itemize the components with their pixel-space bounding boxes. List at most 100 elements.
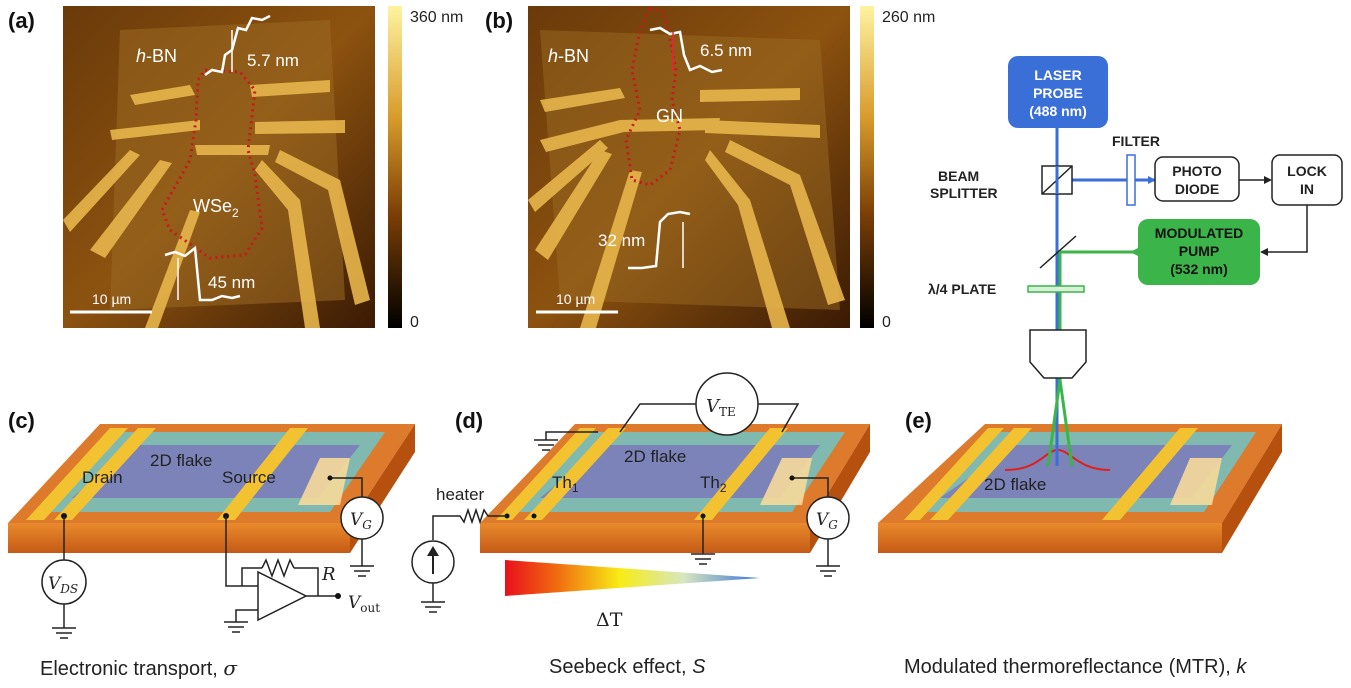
ground-symbol-vg-d <box>816 565 840 577</box>
pump-beam-focus-right-e <box>1058 379 1074 467</box>
contact-pad-c <box>298 458 350 505</box>
contact-dot-th1-d <box>531 513 537 519</box>
vte-label-d: VTE <box>706 396 736 419</box>
flake-label-b: GN <box>656 106 683 126</box>
resistor-c <box>261 557 295 579</box>
caption-c-text: Electronic transport, <box>40 658 224 680</box>
vte-meter-d <box>695 372 759 436</box>
profile-trace-bottom-b <box>628 210 691 270</box>
colorbar-min-b: 0 <box>882 314 891 331</box>
heater-resistor-d <box>432 507 507 540</box>
filter-e <box>1126 154 1136 206</box>
temperature-gradient-d <box>505 560 760 596</box>
hbn-region-b <box>540 30 840 310</box>
colorbar-b <box>860 6 874 328</box>
wire-source-amp-c <box>225 516 258 587</box>
pump-beam-focus-left-e <box>1046 379 1062 467</box>
caption-c: Electronic transport, σ <box>40 656 237 681</box>
diode-to-lockin-arrow-e <box>1264 176 1272 184</box>
filter-label-e: FILTER <box>1112 133 1160 149</box>
wire-th1-ground-d <box>545 431 598 440</box>
dichroic-mirror-e <box>1039 235 1077 269</box>
drain-label-c: Drain <box>82 468 123 487</box>
substrate-front-c <box>8 523 350 553</box>
ground-symbol-vg-c <box>350 565 374 577</box>
th1-label-d: Th1 <box>552 473 579 495</box>
ground-symbol-th1-d <box>534 439 558 451</box>
ground-symbol-th2-d <box>691 553 715 565</box>
electrodes-a <box>63 80 370 328</box>
profile-trace-bottom-a <box>164 245 241 302</box>
flake-c <box>72 445 360 498</box>
electrode-left2-e <box>930 428 1032 520</box>
wire-amp-ground-c <box>235 609 258 622</box>
caption-c-symbol: σ <box>223 656 238 680</box>
flake-label-a: WSe2 <box>193 196 239 220</box>
pump-line3-e: (532 nm) <box>1170 261 1228 277</box>
lockin-to-pump-wire-e <box>1262 205 1308 253</box>
material-label-b: h-BN <box>548 46 589 66</box>
wire-feedback-right-c <box>294 567 319 596</box>
contact-pad-e <box>1170 458 1222 505</box>
caption-d-symbol: S <box>692 656 706 678</box>
caption-d: Seebeck effect, S <box>549 656 705 679</box>
source-label-c: Source <box>222 468 276 487</box>
laser-probe-line2-e: PROBE <box>1033 85 1083 101</box>
caption-e: Modulated thermoreflectance (MTR), k <box>904 656 1246 679</box>
profile-trace-top-a <box>204 14 271 77</box>
colorbar-max-a: 360 nm <box>410 9 463 26</box>
photo-diode-line1-e: PHOTO <box>1172 163 1222 179</box>
delta-t-label-d: ΔT <box>596 609 623 631</box>
op-amp-c <box>257 570 308 622</box>
panel-d-letter: (d) <box>455 408 483 433</box>
laser-probe-line3-e: (488 nm) <box>1029 103 1087 119</box>
wire-vg-c <box>330 477 363 497</box>
current-arrowhead-d <box>427 546 439 556</box>
step-height-bottom-b: 32 nm <box>598 231 645 250</box>
ground-symbol-source-d <box>421 601 445 613</box>
electrode-heater-d <box>496 428 596 520</box>
electrode-th2-d <box>694 428 788 520</box>
vout-terminal-c <box>335 593 341 599</box>
electrode-left1-c <box>26 428 128 520</box>
th2-label-d: Th2 <box>700 473 727 495</box>
flake-label-e: 2D flake <box>984 475 1046 494</box>
flake-outline-a <box>160 68 264 260</box>
panel-b-letter: (b) <box>485 8 513 33</box>
vout-label-c: Vout <box>348 593 380 615</box>
wire-vte-right-d <box>758 403 800 433</box>
colorbar-min-a: 0 <box>410 314 419 331</box>
vds-label-c: VDS <box>48 574 78 596</box>
pump-box-e <box>1138 219 1260 285</box>
panel-a-letter: (a) <box>8 8 35 33</box>
panel-c: (c) 2D flake Drain Source VDS VG <box>8 408 415 639</box>
pump-line1-e: MODULATED <box>1155 225 1243 241</box>
flake-outline-b <box>624 6 682 187</box>
pump-line2-e: PUMP <box>1179 243 1219 259</box>
vg-label-c: VG <box>350 510 372 532</box>
flake-label-c: 2D flake <box>150 451 212 470</box>
substrate-front-e <box>878 523 1222 553</box>
scale-label-b: 10 µm <box>556 291 595 307</box>
plate-label-e: λ/4 PLATE <box>928 281 996 297</box>
panel-d: (d) 2D flake Th1 Th2 VTE heater <box>411 372 870 631</box>
wire-feedback-left-c <box>241 567 262 586</box>
panel-e-letter: (e) <box>905 408 932 433</box>
lock-in-line2-e: IN <box>1300 181 1314 197</box>
objective-lens-e <box>1029 329 1087 379</box>
scale-label-a: 10 µm <box>92 291 131 307</box>
ground-symbol-amp-c <box>224 621 248 633</box>
step-height-top-a: 5.7 nm <box>247 51 299 70</box>
electrodes-b <box>528 88 845 328</box>
caption-e-symbol: k <box>1236 656 1247 678</box>
wire-vg-d <box>792 477 829 497</box>
flake-label-d: 2D flake <box>624 447 686 466</box>
laser-probe-line1-e: LASER <box>1034 67 1081 83</box>
panel-e: (e) 2D flake λ/4 PLATE BEAM <box>878 56 1343 553</box>
material-label-a: h-BN <box>136 46 177 66</box>
lock-in-line1-e: LOCK <box>1287 163 1327 179</box>
panel-c-letter: (c) <box>8 408 35 433</box>
electrode-th1-d <box>524 428 626 520</box>
step-height-bottom-a: 45 nm <box>208 273 255 292</box>
substrate-side-e <box>1222 424 1282 553</box>
